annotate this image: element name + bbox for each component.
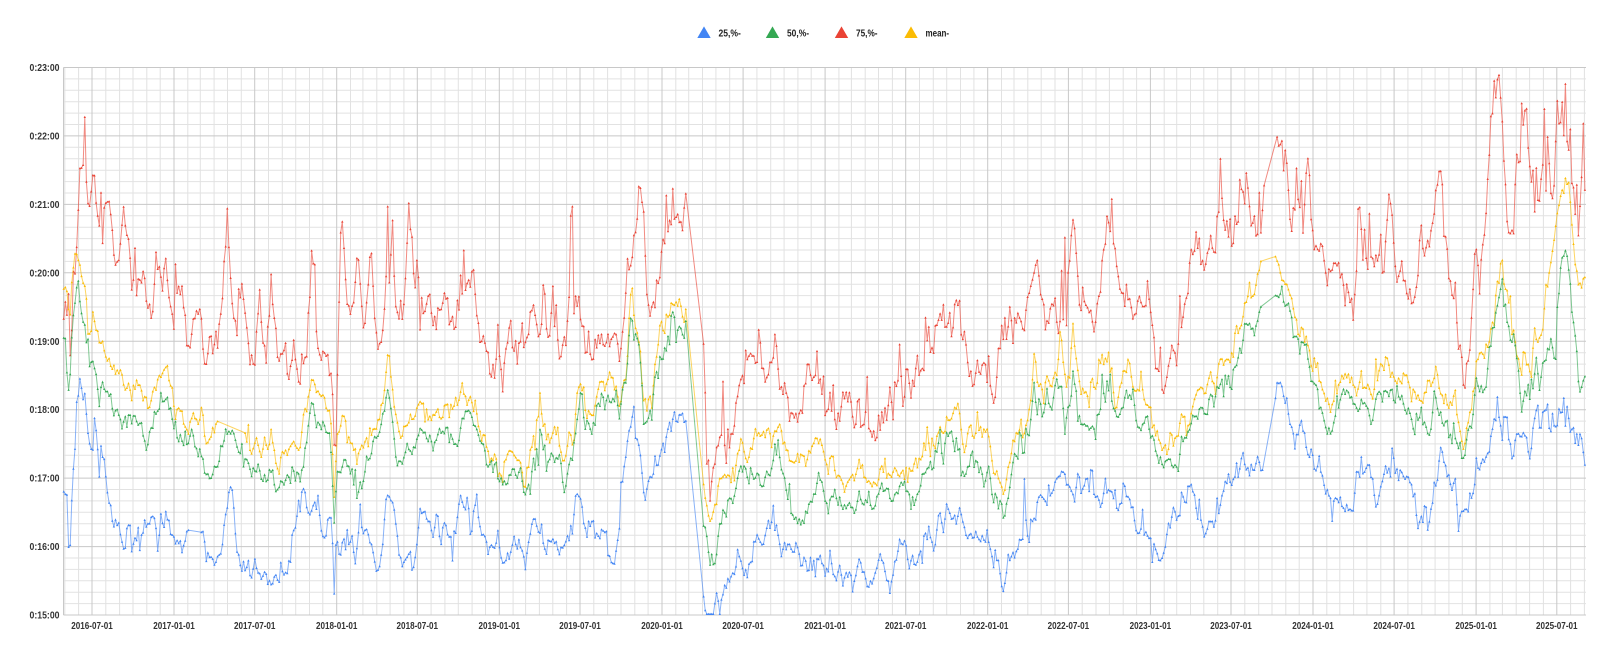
svg-text:2024-07-01: 2024-07-01 [1373,621,1415,632]
svg-text:2017-07-01: 2017-07-01 [234,621,276,632]
svg-text:2023-01-01: 2023-01-01 [1130,621,1172,632]
svg-text:2020-01-01: 2020-01-01 [641,621,683,632]
svg-text:0:23:00: 0:23:00 [30,63,60,74]
svg-text:2021-01-01: 2021-01-01 [804,621,846,632]
svg-text:0:15:00: 0:15:00 [30,611,60,622]
svg-text:0:21:00: 0:21:00 [30,200,60,211]
svg-text:50,%-: 50,%- [787,29,809,40]
svg-text:75,%-: 75,%- [856,29,878,40]
svg-text:2017-01-01: 2017-01-01 [153,621,195,632]
svg-text:2018-07-01: 2018-07-01 [397,621,439,632]
svg-text:0:16:00: 0:16:00 [30,542,60,553]
svg-text:25,%-: 25,%- [719,29,741,40]
svg-text:2019-01-01: 2019-01-01 [479,621,521,632]
svg-text:2024-01-01: 2024-01-01 [1292,621,1334,632]
svg-text:2025-01-01: 2025-01-01 [1455,621,1497,632]
svg-text:0:22:00: 0:22:00 [30,131,60,142]
svg-text:2018-01-01: 2018-01-01 [316,621,358,632]
svg-text:2016-07-01: 2016-07-01 [71,621,113,632]
svg-text:0:19:00: 0:19:00 [30,337,60,348]
svg-text:2019-07-01: 2019-07-01 [559,621,601,632]
svg-text:mean-: mean- [926,29,950,40]
svg-text:2020-07-01: 2020-07-01 [722,621,764,632]
svg-text:2023-07-01: 2023-07-01 [1210,621,1252,632]
svg-text:2025-07-01: 2025-07-01 [1536,621,1578,632]
svg-text:0:18:00: 0:18:00 [30,405,60,416]
svg-text:0:17:00: 0:17:00 [30,474,60,485]
svg-text:2021-07-01: 2021-07-01 [885,621,927,632]
svg-text:2022-07-01: 2022-07-01 [1048,621,1090,632]
svg-text:2022-01-01: 2022-01-01 [967,621,1009,632]
svg-text:0:20:00: 0:20:00 [30,268,60,279]
